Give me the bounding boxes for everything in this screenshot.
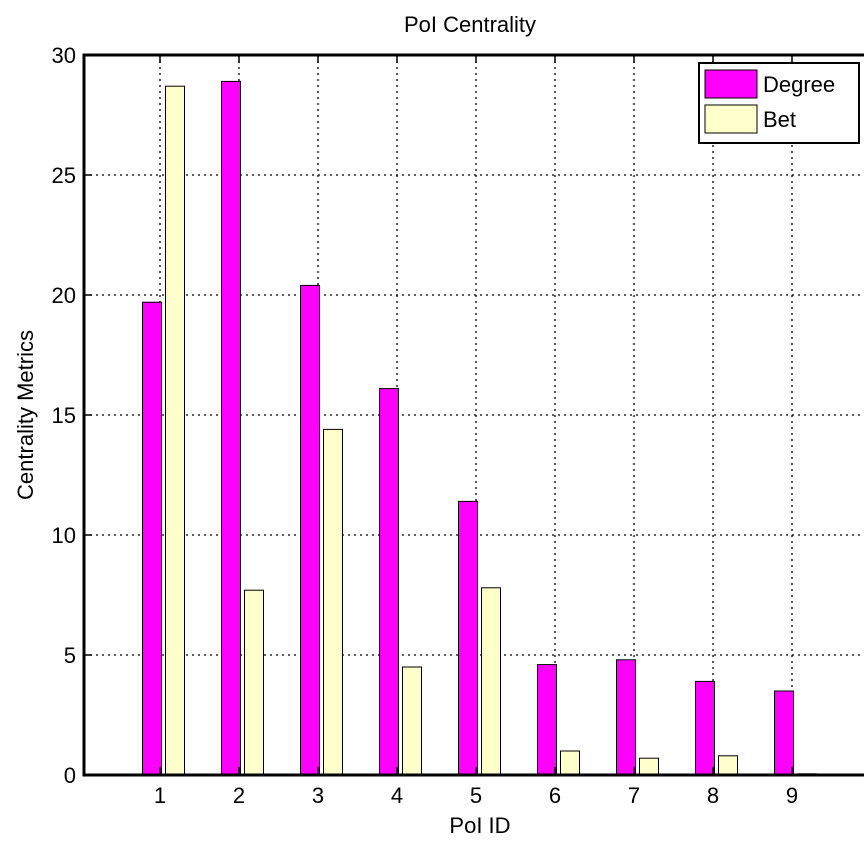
bar-degree-1 [142, 301, 162, 776]
bar-bet-3 [323, 428, 343, 776]
bar-degree-7 [616, 659, 636, 776]
x-tick-label: 5 [470, 783, 482, 808]
y-tick-label: 0 [64, 763, 76, 788]
bar-bet-7 [639, 757, 659, 776]
bar-degree-3 [300, 284, 320, 776]
chart-title: PoI Centrality [404, 12, 536, 37]
bar-degree-4 [379, 388, 399, 776]
x-tick-label: 1 [154, 783, 166, 808]
y-tick-label: 30 [52, 43, 76, 68]
bar-degree-5 [458, 500, 478, 776]
bar-bet-6 [560, 750, 580, 776]
x-axis-label: PoI ID [449, 813, 510, 838]
bar-bet-2 [244, 589, 264, 776]
bar-degree-8 [695, 680, 715, 776]
bar-bet-4 [402, 666, 422, 776]
x-tick-label: 2 [233, 783, 245, 808]
legend-label-degree: Degree [763, 72, 835, 97]
bar-degree-9 [774, 690, 794, 776]
x-tick-label: 9 [786, 783, 798, 808]
bar-degree-6 [537, 664, 557, 776]
bar-bet-5 [481, 587, 501, 776]
x-tick-label: 7 [628, 783, 640, 808]
bars [142, 80, 817, 776]
y-axis-label: Centrality Metrics [13, 330, 38, 500]
bar-degree-2 [221, 80, 241, 776]
axis-ticks: 1 2 3 4 5 6 7 8 9 0 5 10 15 20 25 30 [52, 43, 799, 808]
y-tick-label: 5 [64, 643, 76, 668]
y-tick-label: 10 [52, 523, 76, 548]
y-tick-label: 25 [52, 163, 76, 188]
x-tick-label: 4 [391, 783, 403, 808]
x-tick-label: 8 [707, 783, 719, 808]
legend-swatch-bet [704, 104, 758, 134]
legend: Degree Bet [698, 62, 860, 144]
bar-bet-8 [718, 755, 738, 776]
x-tick-label: 6 [549, 783, 561, 808]
x-tick-label: 3 [312, 783, 324, 808]
legend-swatch-degree [704, 69, 758, 99]
bar-bet-1 [165, 85, 185, 776]
y-tick-label: 20 [52, 283, 76, 308]
y-tick-label: 15 [52, 403, 76, 428]
legend-label-bet: Bet [763, 107, 796, 132]
